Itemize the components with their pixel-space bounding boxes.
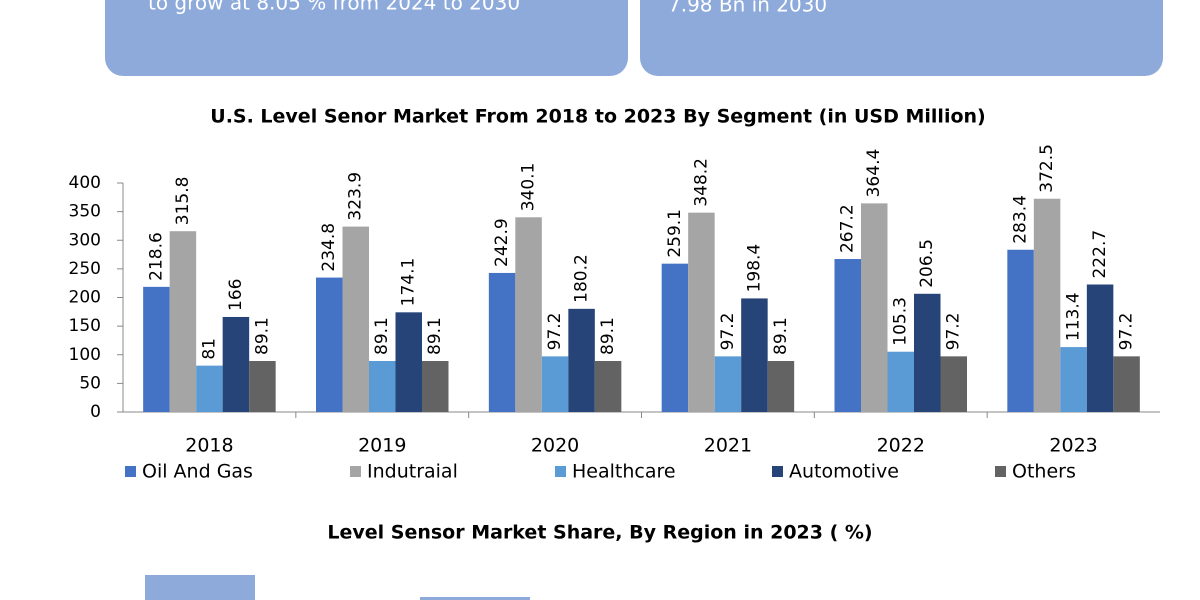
y-tick-label: 300 — [69, 230, 101, 250]
legend-swatch — [125, 466, 136, 477]
bar — [688, 212, 715, 412]
card — [105, 0, 628, 76]
legend-label: Automotive — [789, 461, 899, 483]
x-tick-label: 2019 — [358, 435, 406, 457]
y-tick-label: 350 — [69, 202, 101, 222]
x-tick-label: 2022 — [877, 435, 925, 457]
bar — [169, 231, 197, 412]
data-label: 340.1 — [519, 163, 539, 212]
data-label: 97.2 — [718, 312, 738, 350]
x-tick-label: 2018 — [185, 435, 233, 457]
bar — [515, 217, 542, 412]
data-label: 89.1 — [252, 317, 272, 355]
y-tick-label: 250 — [69, 259, 101, 279]
bar — [914, 293, 941, 412]
data-label: 348.2 — [691, 158, 711, 207]
data-label: 105.3 — [891, 297, 911, 346]
bar — [143, 286, 170, 412]
bar — [1060, 347, 1087, 412]
data-label: 242.9 — [492, 218, 512, 267]
y-tick-label: 400 — [69, 173, 101, 193]
bar — [369, 360, 396, 412]
bar — [422, 360, 449, 412]
data-label: 89.1 — [771, 317, 791, 355]
data-label: 206.5 — [917, 239, 937, 288]
bar — [767, 360, 795, 412]
legend-label: Healthcare — [572, 461, 676, 483]
legend-label: Oil And Gas — [142, 461, 253, 483]
data-label: 315.8 — [173, 177, 193, 226]
data-label: 218.6 — [146, 232, 166, 281]
bar — [249, 360, 276, 412]
bar — [714, 356, 742, 412]
data-label: 372.5 — [1037, 144, 1057, 193]
x-tick-label: 2021 — [704, 435, 752, 457]
bar — [594, 360, 622, 412]
bar — [222, 316, 250, 412]
data-label: 81 — [199, 338, 219, 360]
bar — [1086, 284, 1114, 412]
card — [640, 0, 1163, 76]
bar — [834, 259, 861, 412]
partial-bar — [420, 597, 530, 600]
chart-title: U.S. Level Senor Market From 2018 to 202… — [210, 106, 985, 128]
card-text: 7.98 Bn in 2030 — [668, 0, 827, 17]
bar — [488, 272, 516, 412]
bar — [940, 356, 967, 412]
legend-label: Others — [1012, 461, 1076, 483]
bar — [1113, 356, 1140, 412]
partial-bar — [145, 575, 255, 600]
legend-swatch — [772, 466, 783, 477]
data-label: 89.1 — [372, 317, 392, 355]
bar — [661, 263, 689, 412]
bar — [568, 308, 595, 412]
bar — [741, 298, 768, 412]
data-label: 267.2 — [838, 204, 858, 253]
legend-swatch — [995, 466, 1006, 477]
y-tick-label: 0 — [90, 402, 101, 422]
data-label: 89.1 — [598, 317, 618, 355]
data-label: 234.8 — [319, 223, 339, 272]
data-label: 283.4 — [1011, 195, 1031, 244]
data-label: 89.1 — [425, 317, 445, 355]
data-label: 180.2 — [572, 254, 592, 303]
data-label: 97.2 — [944, 312, 964, 350]
bar — [861, 203, 888, 412]
bar — [316, 277, 343, 412]
data-label: 174.1 — [399, 258, 419, 307]
y-tick-label: 100 — [69, 345, 101, 365]
bar — [1007, 249, 1034, 412]
data-label: 259.1 — [665, 209, 685, 258]
data-label: 364.4 — [864, 149, 884, 198]
chart-title: Level Sensor Market Share, By Region in … — [327, 522, 872, 544]
data-label: 166 — [226, 279, 246, 311]
data-label: 323.9 — [346, 172, 366, 221]
data-label: 97.2 — [1117, 312, 1137, 350]
card-text: to grow at 8.05 % from 2024 to 2030 — [148, 0, 520, 15]
legend-swatch — [350, 466, 361, 477]
y-tick-label: 150 — [69, 316, 101, 336]
legend-label: Indutraial — [367, 461, 458, 483]
y-tick-label: 200 — [69, 288, 101, 308]
data-label: 97.2 — [545, 312, 565, 350]
bar — [395, 312, 422, 412]
bar — [342, 226, 369, 412]
data-label: 222.7 — [1090, 230, 1110, 279]
bar — [887, 351, 914, 412]
x-tick-label: 2020 — [531, 435, 579, 457]
data-label: 198.4 — [744, 244, 764, 293]
legend-swatch — [555, 466, 566, 477]
y-tick-label: 50 — [79, 373, 101, 393]
bar — [196, 365, 223, 412]
bar — [541, 356, 569, 412]
data-label: 113.4 — [1064, 292, 1084, 341]
bar — [1033, 198, 1061, 412]
x-tick-label: 2023 — [1049, 435, 1097, 457]
